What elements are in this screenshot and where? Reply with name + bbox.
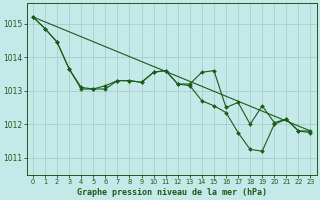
X-axis label: Graphe pression niveau de la mer (hPa): Graphe pression niveau de la mer (hPa) [77,188,267,197]
